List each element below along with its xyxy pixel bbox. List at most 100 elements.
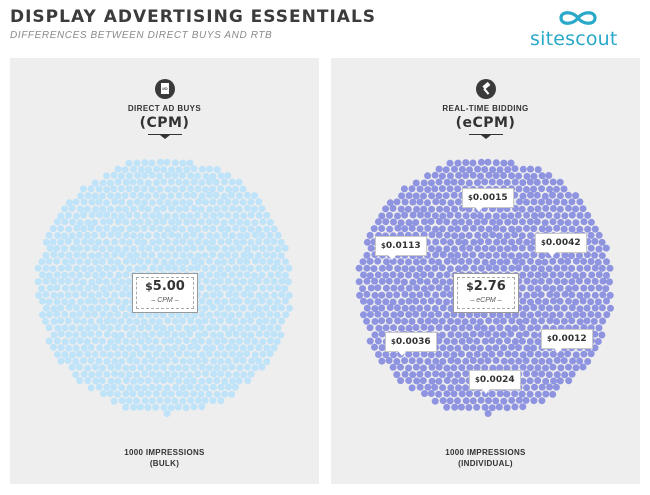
impression-dot	[190, 218, 198, 226]
impression-dot	[481, 178, 489, 186]
impression-dot	[360, 271, 367, 279]
impression-dot	[201, 317, 209, 325]
impression-dot	[53, 257, 61, 265]
impression-dot	[553, 356, 561, 364]
impression-dot	[259, 350, 267, 358]
impression-dot	[190, 178, 198, 186]
impression-dot	[255, 212, 263, 219]
impression-dot	[427, 284, 435, 292]
impression-dot	[239, 304, 247, 312]
impression-dot	[178, 317, 186, 325]
impression-dot	[133, 344, 141, 352]
impression-dot	[530, 344, 538, 352]
impression-dot	[451, 205, 459, 213]
impression-dot	[500, 251, 508, 259]
impression-dot	[110, 264, 118, 272]
impression-dot	[259, 244, 266, 252]
impression-dot	[45, 337, 53, 345]
impression-dot	[164, 225, 172, 233]
impression-dot	[435, 363, 443, 371]
impression-dot	[450, 257, 458, 265]
impression-dot	[225, 317, 233, 325]
impression-dot	[224, 172, 232, 179]
impression-dot	[533, 178, 541, 186]
impression-dot	[232, 198, 239, 206]
impression-dot	[461, 224, 469, 232]
impression-dot	[254, 277, 262, 285]
impression-dot	[87, 265, 95, 273]
impression-dot	[102, 278, 110, 286]
impression-dot	[568, 291, 576, 299]
impression-dot	[92, 377, 100, 385]
impression-dot	[171, 317, 179, 325]
impression-dot	[439, 304, 447, 312]
impression-dot	[503, 364, 511, 372]
impression-dot	[511, 165, 519, 173]
impression-dot	[239, 317, 247, 325]
impression-dot	[266, 350, 274, 358]
impression-dot	[519, 218, 526, 226]
impression-dot	[427, 324, 435, 332]
impression-dot	[229, 377, 237, 385]
impression-dot	[492, 251, 500, 259]
impression-dot	[50, 277, 58, 285]
impression-dot	[103, 211, 111, 219]
impression-dot	[512, 311, 519, 319]
impression-dot	[405, 219, 413, 227]
impression-dot	[153, 245, 161, 252]
impression-dot	[572, 272, 579, 279]
impression-dot	[507, 357, 515, 365]
impression-dot	[595, 271, 603, 279]
impression-dot	[398, 192, 406, 200]
impression-dot	[560, 264, 568, 272]
impression-dot	[417, 317, 425, 325]
impression-dot	[179, 384, 187, 392]
impression-dot	[595, 324, 603, 332]
impression-dot	[262, 317, 270, 325]
impression-dot	[594, 258, 602, 266]
impression-dot	[515, 252, 523, 260]
impression-dot	[420, 364, 427, 372]
impression-dot	[190, 364, 198, 372]
impression-dot	[144, 179, 152, 187]
impression-dot	[155, 318, 163, 326]
impression-dot	[259, 338, 267, 346]
impression-dot	[511, 178, 519, 186]
sitescout-logo: sitescout	[530, 8, 640, 50]
impression-dot	[397, 205, 405, 213]
impression-dot	[416, 198, 424, 206]
impression-dot	[115, 271, 123, 279]
impression-dot	[251, 338, 259, 345]
impression-dot	[232, 264, 240, 272]
impression-dot	[202, 238, 210, 246]
impression-dot	[561, 290, 569, 298]
impression-dot	[359, 258, 367, 266]
impression-dot	[474, 165, 482, 173]
heading-pointer	[481, 135, 491, 139]
impression-dot	[217, 370, 225, 378]
impression-dot	[266, 258, 274, 265]
impression-dot	[61, 298, 69, 306]
impression-dot	[436, 205, 444, 213]
impression-dot	[133, 371, 141, 379]
bid-value: 0.0015	[472, 193, 508, 203]
impression-dot	[186, 383, 194, 391]
impression-dot	[153, 179, 160, 187]
impression-dot	[282, 258, 289, 266]
impression-dot	[198, 377, 206, 385]
impression-dot	[183, 350, 191, 358]
impression-dot	[80, 357, 88, 365]
impression-dot	[136, 350, 144, 358]
impression-dot	[285, 291, 293, 299]
impression-dot	[129, 338, 137, 345]
impression-dot	[235, 244, 243, 252]
impression-dot	[232, 304, 240, 312]
impression-dot	[240, 331, 248, 339]
impression-dot	[504, 166, 512, 174]
impression-dot	[69, 324, 76, 332]
impression-dot	[95, 304, 103, 312]
impression-dot	[599, 291, 607, 299]
impression-dot	[504, 337, 511, 345]
impression-dot	[209, 344, 217, 352]
impression-dot	[470, 238, 478, 246]
